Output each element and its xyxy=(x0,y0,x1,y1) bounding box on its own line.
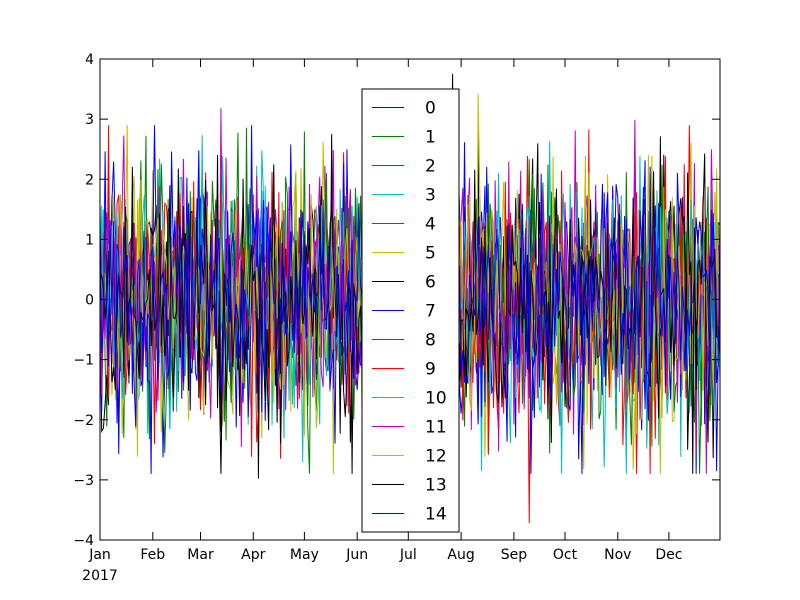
legend-label-12: 12 xyxy=(425,447,447,467)
x-tick-label: May xyxy=(290,547,319,563)
y-tick-label: −2 xyxy=(73,413,94,429)
y-tick-label: −4 xyxy=(73,533,94,549)
legend-label-4: 4 xyxy=(425,215,436,235)
x-tick-label: Oct xyxy=(553,547,578,563)
x-tick-label: Jul xyxy=(399,547,417,563)
legend-label-3: 3 xyxy=(425,186,436,206)
y-tick-label: 0 xyxy=(85,293,94,309)
legend-label-10: 10 xyxy=(425,389,447,409)
y-tick-label: −3 xyxy=(73,473,94,489)
y-tick-label: −1 xyxy=(73,353,94,369)
legend-label-8: 8 xyxy=(425,331,436,351)
y-tick-label: 2 xyxy=(85,172,94,188)
y-tick-label: 1 xyxy=(85,232,94,248)
legend-label-2: 2 xyxy=(425,157,436,177)
x-tick-label: Dec xyxy=(655,547,682,563)
legend-label-5: 5 xyxy=(425,244,436,264)
legend-label-11: 11 xyxy=(425,418,447,438)
legend-label-6: 6 xyxy=(425,273,436,293)
legend-label-9: 9 xyxy=(425,360,436,380)
legend-label-14: 14 xyxy=(425,505,447,525)
y-tick-label: 4 xyxy=(85,52,94,68)
legend-label-0: 0 xyxy=(425,99,436,119)
x-tick-label: Jan xyxy=(88,547,111,563)
x-tick-label: Apr xyxy=(241,547,265,563)
x-tick-label: Feb xyxy=(140,547,165,563)
y-tick-label: 3 xyxy=(85,112,94,128)
legend-label-1: 1 xyxy=(425,128,436,148)
legend-label-7: 7 xyxy=(425,302,436,322)
legend-label-13: 13 xyxy=(425,476,447,496)
x-tick-label: Nov xyxy=(604,547,631,563)
x-tick-label: Mar xyxy=(187,547,214,563)
x-tick-label: Jun xyxy=(345,547,368,563)
x-tick-label: Sep xyxy=(501,547,528,563)
x-year-label: 2017 xyxy=(82,568,118,584)
x-tick-label: Aug xyxy=(447,547,474,563)
